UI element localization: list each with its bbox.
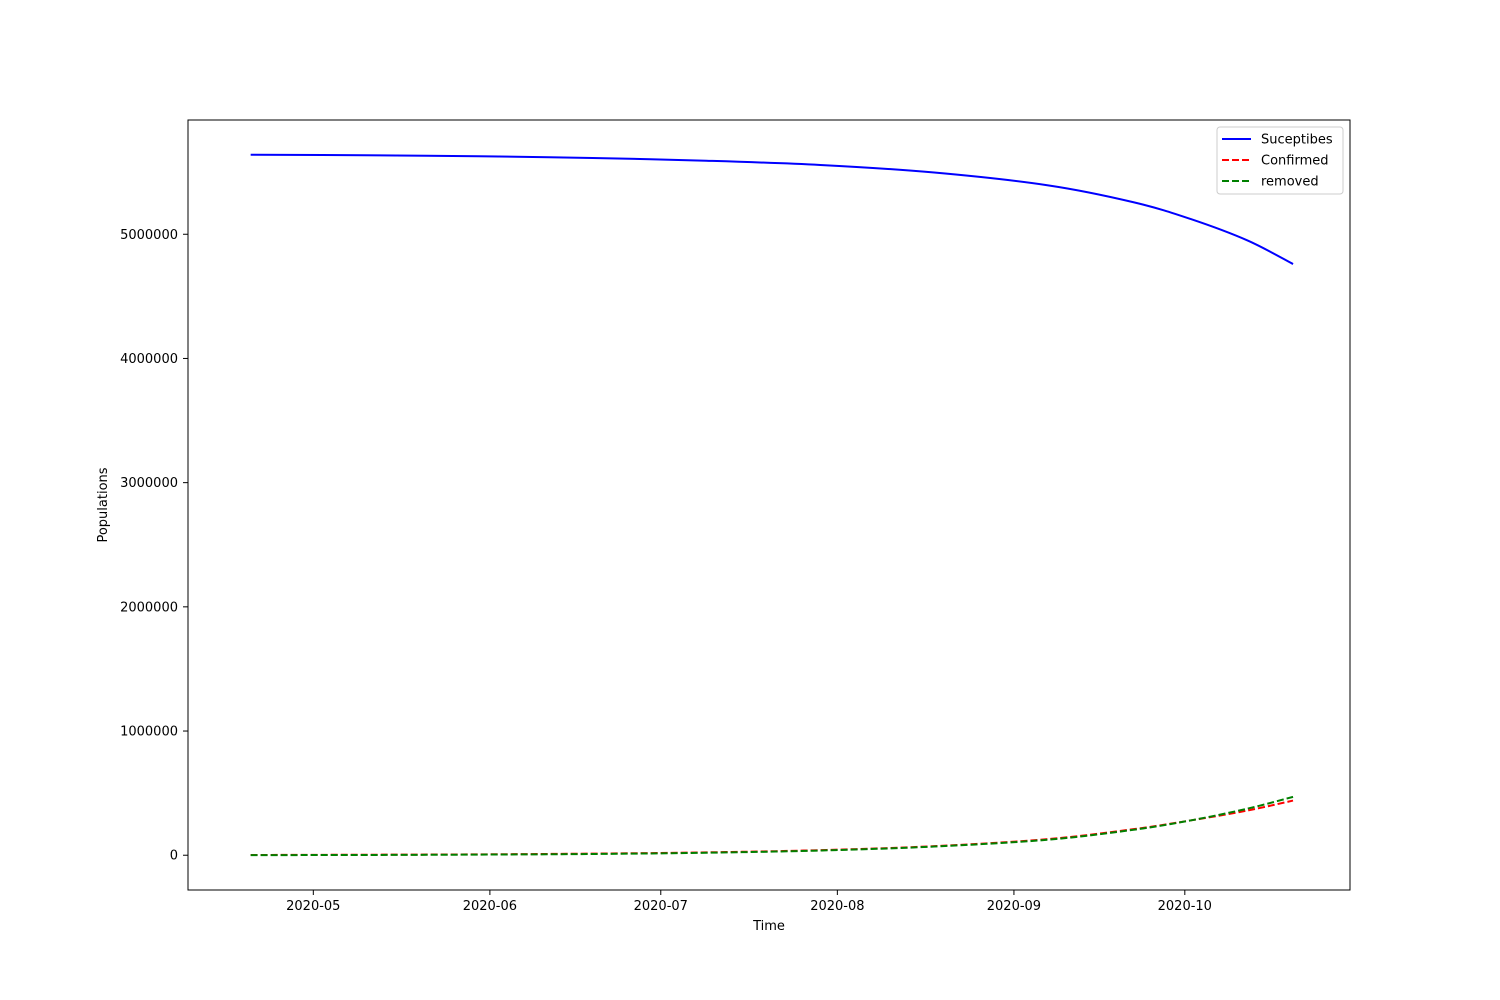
legend: Suceptibes Confirmed removed bbox=[1216, 126, 1344, 195]
x-tick-label: 2020-08 bbox=[810, 899, 864, 914]
x-tick-label: 2020-09 bbox=[987, 899, 1041, 914]
series-line-suceptibes bbox=[250, 153, 1294, 265]
y-tick-label: 0 bbox=[170, 849, 178, 864]
series-line-removed bbox=[250, 795, 1294, 857]
legend-label-removed: removed bbox=[1261, 175, 1319, 190]
x-axis-label: Time bbox=[752, 919, 785, 934]
plot-layer bbox=[250, 153, 1294, 857]
legend-box bbox=[1216, 126, 1344, 195]
x-axis-ticks: 2020-05 2020-06 2020-07 2020-08 2020-09 2020-… bbox=[286, 890, 1212, 914]
y-axis-label: Populations bbox=[96, 467, 111, 542]
y-tick-label: 1000000 bbox=[120, 725, 178, 740]
x-tick-label: 2020-07 bbox=[634, 899, 688, 914]
legend-label-suceptibes: Suceptibes bbox=[1261, 133, 1333, 148]
legend-label-confirmed: Confirmed bbox=[1261, 154, 1329, 169]
y-tick-label: 4000000 bbox=[120, 352, 178, 367]
x-tick-label: 2020-10 bbox=[1158, 899, 1212, 914]
y-tick-label: 5000000 bbox=[120, 228, 178, 243]
x-tick-label: 2020-05 bbox=[286, 899, 340, 914]
x-tick-label: 2020-06 bbox=[463, 899, 517, 914]
y-tick-label: 2000000 bbox=[120, 600, 178, 615]
plot-frame bbox=[187, 119, 1351, 891]
y-tick-label: 3000000 bbox=[120, 476, 178, 491]
y-axis-ticks: 0 1000000 2000000 3000000 4000000 5000000 bbox=[120, 228, 188, 864]
